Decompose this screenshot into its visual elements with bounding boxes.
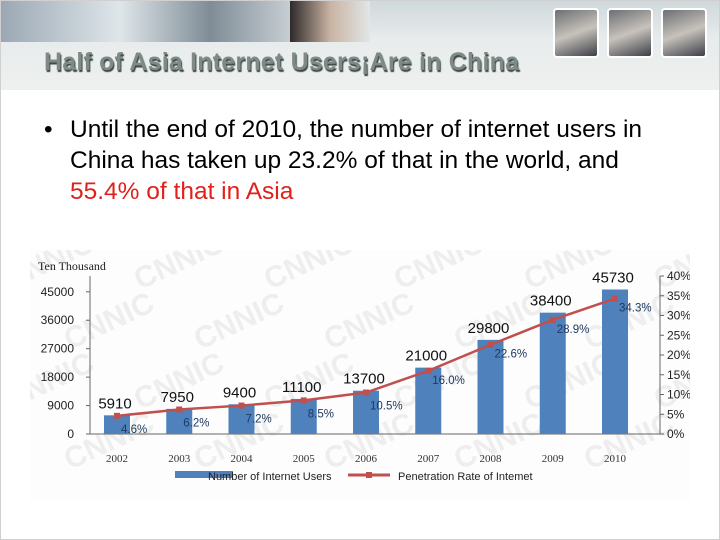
x-tick-label: 2009 — [542, 453, 565, 465]
right-tick-label: 40% — [667, 269, 690, 283]
right-tick-label: 0% — [667, 427, 685, 441]
line-marker-2008 — [487, 341, 494, 348]
left-tick-label: 18000 — [41, 370, 75, 384]
legend-bar-swatch — [175, 471, 233, 478]
header-thumbnail-woman — [661, 8, 707, 58]
penetration-label: 6.2% — [183, 418, 209, 430]
x-tick-label: 2010 — [604, 453, 627, 465]
penetration-label: 7.2% — [246, 414, 272, 426]
y-axis-label: Ten Thousand — [38, 259, 106, 273]
x-tick-label: 2004 — [231, 453, 254, 465]
x-tick-label: 2006 — [355, 453, 378, 465]
bar-value-label: 11100 — [282, 379, 322, 396]
line-marker-2002 — [114, 412, 120, 419]
right-tick-label: 20% — [667, 348, 690, 362]
penetration-label: 16.0% — [432, 375, 465, 387]
watermark-text: CNNIC — [579, 286, 679, 356]
legend-label-users: Number of Internet Users — [208, 471, 332, 483]
bar-2003 — [166, 408, 193, 434]
line-marker-2006 — [363, 389, 369, 396]
penetration-label: 34.3% — [619, 303, 652, 315]
right-tick-label: 10% — [667, 388, 690, 402]
right-tick-label: 15% — [667, 368, 690, 382]
line-marker-2009 — [549, 316, 556, 323]
bar-2007 — [415, 367, 442, 434]
line-marker-2005 — [300, 397, 307, 404]
bar-2010 — [602, 289, 628, 434]
left-tick-label: 45000 — [41, 285, 75, 299]
left-tick-label: 27000 — [41, 342, 75, 356]
line-marker-2004 — [238, 402, 245, 409]
penetration-label: 8.5% — [308, 408, 334, 420]
legend: Number of Internet Users Penetration Rat… — [175, 471, 533, 483]
right-tick-label: 30% — [667, 309, 690, 323]
bar-value-label: 29800 — [468, 320, 510, 337]
line-marker-2010 — [612, 295, 618, 302]
x-tick-label: 2008 — [480, 453, 503, 465]
bar-2009 — [539, 312, 566, 434]
line-marker-2007 — [425, 367, 432, 374]
bar-value-label: 5910 — [98, 395, 131, 412]
watermark-text: CNNIC — [189, 286, 289, 356]
x-tick-label: 2005 — [293, 453, 316, 465]
legend-line-marker — [366, 472, 372, 478]
left-tick-label: 9000 — [47, 399, 74, 413]
bar-2005 — [290, 398, 317, 434]
bar-value-label: 45730 — [592, 269, 634, 286]
right-tick-label: 5% — [667, 407, 685, 421]
bullet-icon: • — [44, 116, 53, 143]
header-photo-woman — [290, 0, 370, 42]
x-tick-label: 2002 — [106, 453, 128, 465]
line-marker-2003 — [176, 406, 183, 413]
bullet-highlight: 55.4% of that in Asia — [70, 178, 294, 205]
bullet-text: Until the end of 2010, the number of int… — [70, 116, 643, 174]
header-thumbnail-meeting — [553, 8, 599, 58]
bullet-point: • Until the end of 2010, the number of i… — [44, 114, 694, 207]
slide-header-banner — [0, 0, 720, 90]
bar-2008 — [477, 339, 504, 434]
x-tick-label: 2003 — [168, 453, 191, 465]
header-thumbnail-man — [607, 8, 653, 58]
bar-value-label: 38400 — [530, 293, 572, 310]
left-tick-label: 0 — [67, 427, 74, 441]
right-tick-label: 25% — [667, 328, 690, 342]
bar-value-label: 7950 — [161, 389, 194, 406]
header-photo-buildings — [0, 0, 300, 42]
bar-2004 — [228, 404, 255, 434]
internet-users-chart: CNNIC CNNIC CNNIC CNNIC CNNIC CNNIC CNNIC CNNIC… — [0, 226, 720, 500]
penetration-label: 28.9% — [557, 324, 590, 336]
x-tick-label: 2007 — [417, 453, 440, 465]
penetration-label: 22.6% — [495, 349, 528, 361]
bar-value-label: 13700 — [343, 371, 385, 388]
watermark-text: CNNIC — [319, 286, 419, 356]
left-tick-label: 36000 — [41, 313, 75, 327]
watermark-text: CNNIC — [579, 406, 679, 476]
legend-label-penetration: Penetration Rate of Intemet — [398, 471, 533, 483]
slide-title: Half of Asia Internet Users¡Are in China — [44, 48, 520, 76]
right-tick-label: 35% — [667, 289, 690, 303]
penetration-label: 4.6% — [121, 424, 147, 436]
bar-2006 — [353, 390, 379, 434]
penetration-label: 10.5% — [370, 401, 403, 413]
bar-value-label: 21000 — [405, 348, 447, 365]
bar-value-label: 9400 — [223, 384, 256, 401]
bar-2002 — [104, 415, 130, 434]
watermark-text: CNNIC — [59, 286, 159, 356]
